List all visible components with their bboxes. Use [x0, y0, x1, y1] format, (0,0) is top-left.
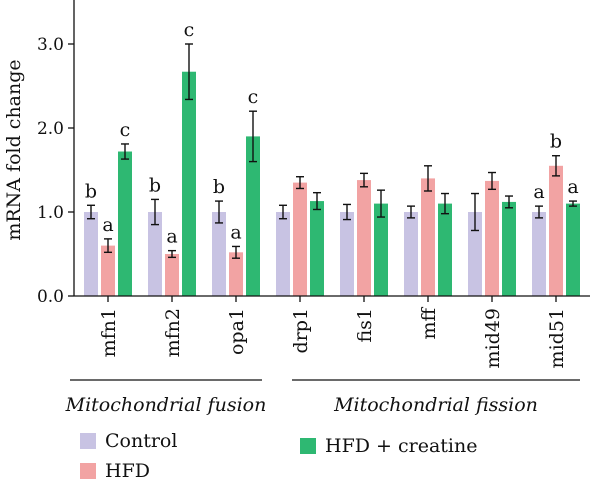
significance-label: a — [533, 181, 544, 203]
significance-label: a — [230, 221, 241, 243]
y-axis: 0.0 1.0 2.0 3.0 mRNA fold change — [3, 0, 75, 307]
x-tick-label-drp1: drp1 — [290, 308, 312, 354]
bar-control-mid49 — [468, 212, 482, 296]
bar-hfd-mfn2 — [165, 254, 179, 296]
x-tick-label-mfn2: mfn2 — [162, 308, 184, 357]
group-labels: Mitochondrial fusion Mitochondrial fissio… — [65, 379, 580, 416]
legend: Control HFD HFD + creatine — [80, 430, 477, 482]
significance-label: b — [213, 176, 225, 198]
bar-control-mfn2 — [148, 212, 162, 296]
x-tick-label-mid49: mid49 — [482, 308, 504, 368]
bar-control-mid51 — [532, 212, 546, 296]
legend-label: HFD — [105, 460, 150, 482]
group-label: Mitochondrial fission — [333, 394, 538, 416]
bar-hfd-creatine-mid49 — [502, 201, 516, 296]
bar-hfd-mff — [421, 178, 435, 296]
bar-control-fis1 — [340, 212, 354, 296]
legend-swatch-hfd-creatine — [300, 438, 316, 454]
significance-label: c — [248, 86, 259, 108]
significance-label: b — [550, 131, 562, 153]
x-axis: mfn1 mfn2 opa1 drp1 fis1 mff mid49 mid51 — [74, 295, 590, 368]
legend-swatch-control — [80, 433, 96, 449]
bar-hfd-creatine-mff — [438, 203, 452, 296]
x-tick-label-mid51: mid51 — [546, 308, 568, 368]
x-tick-label-mfn1: mfn1 — [98, 308, 120, 357]
legend-swatch-hfd — [80, 463, 96, 479]
bar-hfd-mfn1 — [101, 245, 115, 296]
y-tick-label: 3.0 — [37, 35, 64, 55]
bar-hfd-creatine-drp1 — [310, 201, 324, 296]
bar-hfd-creatine-mid51 — [566, 203, 580, 296]
significance-label: b — [149, 174, 161, 196]
significance-label: c — [120, 119, 131, 141]
bar-control-drp1 — [276, 212, 290, 296]
bar-hfd-creatine-fis1 — [374, 203, 388, 296]
bar-hfd-drp1 — [293, 182, 307, 296]
bar-hfd-mid51 — [549, 165, 563, 296]
bar-hfd-fis1 — [357, 180, 371, 296]
bar-control-mfn1 — [84, 212, 98, 296]
legend-label: Control — [105, 430, 177, 452]
significance-label: a — [567, 176, 578, 198]
x-tick-label-opa1: opa1 — [226, 308, 248, 355]
group-label: Mitochondrial fusion — [65, 394, 267, 416]
y-tick-label: 1.0 — [37, 203, 64, 223]
x-tick-label-fis1: fis1 — [354, 308, 376, 343]
bar-hfd-creatine-opa1 — [246, 136, 260, 296]
significance-label: c — [184, 19, 195, 41]
bar-hfd-creatine-mfn2 — [182, 71, 196, 296]
y-tick-label: 0.0 — [37, 287, 64, 307]
bar-hfd-opa1 — [229, 252, 243, 296]
bar-hfd-mid49 — [485, 180, 499, 296]
significance-label: a — [102, 214, 113, 236]
bar-hfd-creatine-mfn1 — [118, 151, 132, 296]
bar-control-opa1 — [212, 212, 226, 296]
significance-label: b — [85, 180, 97, 202]
y-axis-label: mRNA fold change — [3, 59, 25, 240]
y-tick-label: 2.0 — [37, 119, 64, 139]
x-tick-label-mff: mff — [418, 306, 440, 339]
significance-label: a — [166, 226, 177, 248]
legend-label: HFD + creatine — [325, 435, 477, 457]
bar-control-mff — [404, 212, 418, 296]
